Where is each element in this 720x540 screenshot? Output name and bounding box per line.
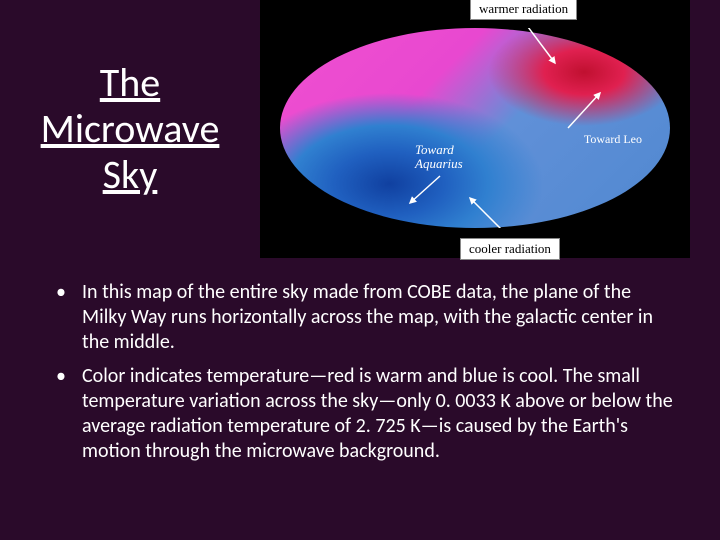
title-block: The Microwave Sky [0, 0, 250, 198]
bullet-item: Color indicates temperature—red is warm … [56, 364, 680, 465]
sky-map-ellipse: Toward Aquarius Toward Leo [280, 28, 670, 228]
callout-warmer-radiation: warmer radiation [470, 0, 577, 20]
bullet-item: In this map of the entire sky made from … [56, 280, 680, 356]
bullet-list: In this map of the entire sky made from … [0, 258, 720, 464]
label-toward-leo: Toward Leo [584, 133, 642, 146]
label-toward-aquarius: Toward Aquarius [415, 143, 463, 170]
cobe-sky-map-figure: warmer radiation cooler radiation Toward… [260, 0, 690, 258]
slide-title: The Microwave Sky [20, 60, 240, 198]
label-aquarius-l2: Aquarius [415, 156, 463, 171]
callout-cooler-radiation: cooler radiation [460, 238, 560, 260]
temperature-gradient [280, 28, 670, 228]
